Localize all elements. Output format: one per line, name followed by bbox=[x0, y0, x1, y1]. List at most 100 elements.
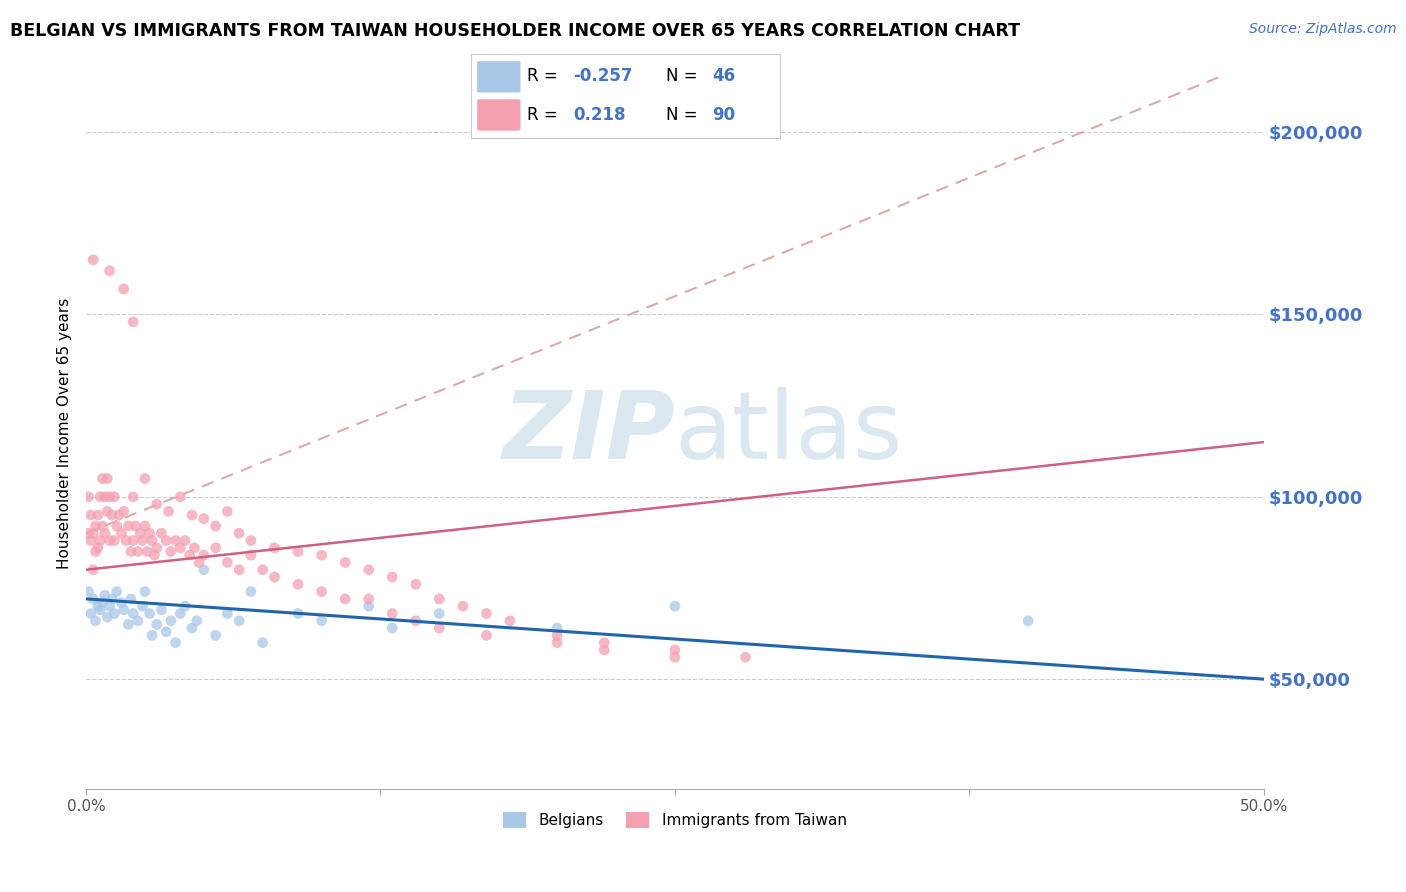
Point bbox=[138, 526, 160, 541]
Point bbox=[82, 591, 104, 606]
Point bbox=[136, 544, 159, 558]
Point bbox=[239, 584, 262, 599]
Point bbox=[87, 599, 110, 614]
Point bbox=[593, 643, 616, 657]
Point bbox=[160, 544, 183, 558]
Point bbox=[664, 599, 686, 614]
Point bbox=[311, 548, 333, 562]
Point bbox=[333, 591, 356, 606]
Point bbox=[499, 614, 522, 628]
Point bbox=[427, 591, 450, 606]
Point bbox=[1017, 614, 1039, 628]
Point bbox=[87, 508, 110, 522]
Point bbox=[287, 607, 309, 621]
Point bbox=[169, 490, 191, 504]
Point bbox=[252, 563, 274, 577]
Point bbox=[91, 596, 114, 610]
Point bbox=[381, 570, 404, 584]
Point bbox=[120, 591, 142, 606]
Point bbox=[174, 599, 197, 614]
Point bbox=[84, 519, 107, 533]
Point bbox=[77, 526, 100, 541]
Point bbox=[193, 548, 215, 562]
Point bbox=[98, 263, 121, 277]
Point bbox=[124, 519, 146, 533]
Point bbox=[228, 563, 250, 577]
Point bbox=[405, 577, 427, 591]
Point bbox=[117, 617, 139, 632]
Legend: Belgians, Immigrants from Taiwan: Belgians, Immigrants from Taiwan bbox=[498, 806, 852, 834]
Point bbox=[94, 490, 117, 504]
Point bbox=[381, 621, 404, 635]
Point bbox=[381, 607, 404, 621]
Point bbox=[77, 490, 100, 504]
Point bbox=[89, 490, 111, 504]
Point bbox=[141, 628, 163, 642]
Point bbox=[155, 624, 177, 639]
Point bbox=[143, 548, 166, 562]
Point bbox=[101, 508, 124, 522]
Point bbox=[165, 635, 187, 649]
Point bbox=[183, 541, 205, 555]
Point bbox=[179, 548, 201, 562]
Point bbox=[664, 643, 686, 657]
Point bbox=[475, 607, 498, 621]
Point bbox=[101, 591, 124, 606]
Point bbox=[186, 614, 208, 628]
Point bbox=[169, 541, 191, 555]
Point bbox=[546, 635, 568, 649]
Point bbox=[333, 556, 356, 570]
Text: 46: 46 bbox=[713, 68, 735, 86]
Point bbox=[103, 533, 125, 548]
Text: atlas: atlas bbox=[675, 387, 903, 479]
Point bbox=[98, 533, 121, 548]
Point bbox=[204, 628, 226, 642]
Point bbox=[145, 497, 167, 511]
Point bbox=[89, 603, 111, 617]
Point bbox=[84, 614, 107, 628]
Point bbox=[96, 610, 118, 624]
Point bbox=[357, 591, 380, 606]
Point bbox=[546, 628, 568, 642]
Point bbox=[103, 490, 125, 504]
Point bbox=[150, 526, 173, 541]
FancyBboxPatch shape bbox=[477, 62, 520, 93]
Point bbox=[96, 472, 118, 486]
Point bbox=[239, 533, 262, 548]
Point bbox=[112, 603, 135, 617]
Point bbox=[239, 548, 262, 562]
Point bbox=[122, 315, 145, 329]
Point bbox=[77, 584, 100, 599]
Text: R =: R = bbox=[527, 105, 562, 123]
Point bbox=[127, 544, 149, 558]
Text: R =: R = bbox=[527, 68, 562, 86]
Point bbox=[405, 614, 427, 628]
Point bbox=[122, 533, 145, 548]
Point bbox=[263, 570, 285, 584]
Point bbox=[181, 508, 204, 522]
Point bbox=[94, 526, 117, 541]
Point bbox=[82, 252, 104, 267]
Text: 0.218: 0.218 bbox=[574, 105, 626, 123]
Point bbox=[145, 541, 167, 555]
Point bbox=[188, 556, 211, 570]
Point bbox=[287, 544, 309, 558]
Text: N =: N = bbox=[666, 105, 703, 123]
Point bbox=[311, 584, 333, 599]
Point bbox=[228, 526, 250, 541]
Point bbox=[217, 504, 239, 518]
Point bbox=[169, 607, 191, 621]
Point bbox=[155, 533, 177, 548]
Point bbox=[110, 526, 132, 541]
Point bbox=[98, 490, 121, 504]
Point bbox=[91, 472, 114, 486]
Point bbox=[117, 519, 139, 533]
Text: BELGIAN VS IMMIGRANTS FROM TAIWAN HOUSEHOLDER INCOME OVER 65 YEARS CORRELATION C: BELGIAN VS IMMIGRANTS FROM TAIWAN HOUSEH… bbox=[10, 22, 1019, 40]
Point bbox=[87, 541, 110, 555]
Point bbox=[734, 650, 756, 665]
Point bbox=[174, 533, 197, 548]
Point bbox=[451, 599, 474, 614]
Point bbox=[105, 519, 128, 533]
FancyBboxPatch shape bbox=[477, 99, 520, 130]
Point bbox=[110, 596, 132, 610]
